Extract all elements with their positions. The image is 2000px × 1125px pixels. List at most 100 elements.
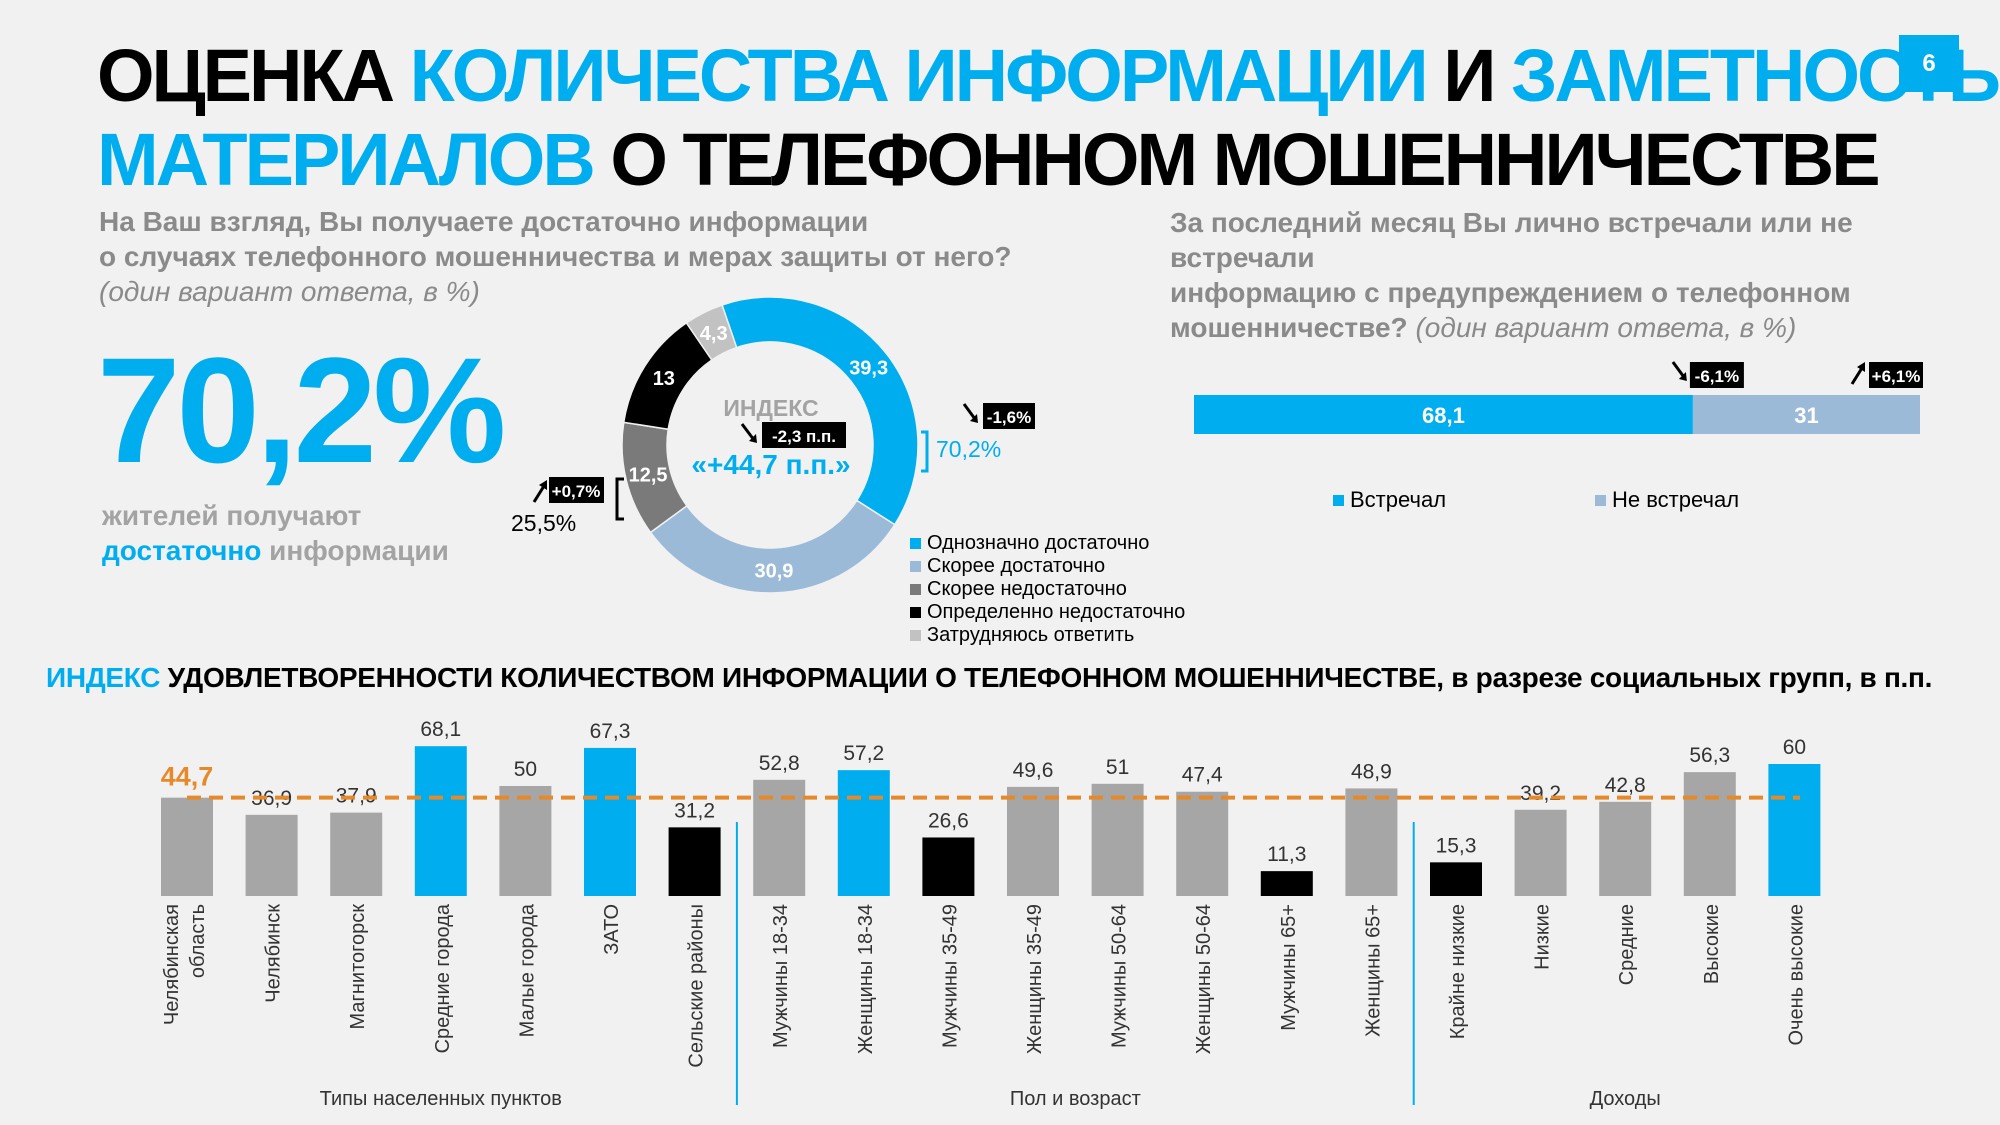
bar (1430, 862, 1482, 896)
title-part-6: О ТЕЛЕФОННОМ МОШЕННИЧЕСТВЕ (592, 118, 1880, 201)
bar-category-label: ЗАТО (601, 904, 623, 955)
donut-legend-item: Определенно недостаточно (910, 601, 1185, 624)
bar-value-label: 11,3 (1267, 843, 1306, 866)
stacked-segment-label: 68,1 (1422, 403, 1465, 428)
bar-value-label: 15,3 (1436, 834, 1477, 857)
bar (1599, 801, 1652, 896)
group-label: Пол и возраст (1010, 1088, 1141, 1110)
bar-value-label: 39,2 (1520, 782, 1561, 805)
bar-value-label: 37,9 (336, 785, 377, 808)
positive-bracket (921, 430, 929, 473)
stacked-segment (1194, 395, 1693, 434)
donut-slice-label: 30,9 (754, 560, 793, 582)
bar (837, 770, 890, 896)
up-arrow-icon (1850, 367, 1864, 385)
bar-category-label: Мужчины 35-49 (939, 904, 961, 1048)
bar (1091, 783, 1144, 896)
group-label: Типы населенных пунктов (320, 1088, 562, 1110)
title-part-2: КОЛИЧЕСТВА ИНФОРМАЦИИ (409, 34, 1429, 117)
stacked-change-label: +6,1% (1872, 367, 1921, 386)
donut-index-change-badge: -2,3 п.п. (740, 422, 846, 448)
legend-label: Затрудняюсь ответить (927, 624, 1135, 646)
up-arrow-icon (532, 485, 546, 503)
legend-swatch (1595, 494, 1606, 506)
legend-label: Определенно недостаточно (927, 601, 1186, 623)
right-question-line-3: мошенничестве? (один вариант ответа, в %… (1170, 312, 1797, 343)
donut-legend-item: Скорее достаточно (910, 555, 1105, 578)
bar (668, 827, 721, 896)
bar (1345, 788, 1398, 896)
bar (584, 747, 636, 896)
stacked-segment (1692, 395, 1920, 434)
negative-change-badge: +0,7% (532, 477, 604, 503)
donut-slice (721, 296, 919, 526)
bar-category-label: Мужчины 50-64 (1109, 904, 1131, 1048)
bar (1514, 809, 1567, 896)
kpi-caption-rest: информации (261, 535, 449, 566)
down-arrow-head-icon (1678, 372, 1687, 381)
bar-category-label: Женщины 35-49 (1024, 904, 1046, 1054)
bar-chart-title-rest: УДОВЛЕТВОРЕННОСТИ КОЛИЧЕСТВОМ ИНФОРМАЦИИ… (160, 662, 1933, 693)
bar (499, 786, 552, 896)
bar (1007, 786, 1059, 896)
kpi-value: 70,2% (97, 326, 506, 494)
legend-label: Скорее достаточно (927, 555, 1106, 577)
bar-category-label: Женщины 18-34 (855, 904, 877, 1054)
up-arrow-head-icon (539, 480, 547, 490)
bar-category-label: Высокие (1701, 904, 1723, 984)
donut-slice-label: 12,5 (629, 465, 668, 487)
positive-change-badge: -1,6% (962, 403, 1035, 429)
bar-value-label: 31,2 (674, 799, 715, 822)
bar (1176, 791, 1229, 896)
bar-category-label: Низкие (1532, 904, 1554, 970)
legend-swatch (910, 584, 921, 595)
bar-value-label: 50 (514, 758, 537, 781)
donut-legend-item: Затрудняюсь ответить (910, 624, 1134, 647)
legend-label: Встречал (1350, 487, 1447, 512)
bar-category-label: Средние (1616, 904, 1638, 985)
down-arrow-icon (740, 423, 756, 441)
donut-legend-item: Однозначно достаточно (910, 532, 1149, 555)
bar (1768, 764, 1821, 896)
stacked-legend-item: Не встречал (1595, 487, 1739, 513)
bar-value-label: 47,4 (1182, 764, 1223, 787)
stacked-segment-label: 31 (1794, 403, 1818, 428)
bar-chart-title-highlight: ИНДЕКС (46, 662, 161, 693)
bar-value-label: 26,6 (928, 809, 969, 832)
donut-slice-label: 39,3 (849, 357, 888, 379)
page-title-line-2: МАТЕРИАЛОВ О ТЕЛЕФОННОМ МОШЕННИЧЕСТВЕ (97, 118, 1998, 202)
down-arrow-head-icon (749, 434, 757, 443)
bar (161, 797, 213, 896)
bar-value-label: 56,3 (1689, 744, 1730, 767)
bar-category-label: Малые города (516, 903, 538, 1037)
bar-category-label: Челябинская (161, 904, 183, 1025)
title-part-1: ОЦЕНКА (97, 34, 410, 117)
donut-slice-label: 13 (653, 368, 675, 390)
donut-slice (685, 304, 738, 362)
bar-value-label: 67,3 (590, 720, 631, 743)
bar-value-label: 49,6 (1013, 759, 1054, 782)
donut-index-value: «+44,7 п.п.» (691, 449, 850, 480)
left-question-line-2: о случаях телефонного мошенничества и ме… (99, 241, 1012, 272)
bar-category-label: Крайне низкие (1447, 904, 1469, 1039)
bar-category-label: область (187, 904, 209, 978)
page-number-badge: 6 (1899, 35, 1959, 92)
bar-value-label: 60 (1783, 736, 1806, 759)
stacked-legend-item: Встречал (1333, 487, 1446, 513)
bar-value-label: 52,8 (759, 752, 800, 775)
down-arrow-icon (962, 403, 977, 420)
down-arrow-head-icon (970, 414, 978, 423)
donut-index-label: ИНДЕКС (723, 395, 818, 421)
donut-slice-label: 4,3 (700, 323, 728, 345)
right-question-line-1: За последний месяц Вы лично встречали ил… (1170, 207, 1853, 273)
up-arrow-head-icon (1857, 362, 1865, 372)
legend-label: Скорее недостаточно (927, 578, 1127, 600)
legend-swatch (910, 538, 921, 549)
bar-category-label: Мужчины 65+ (1278, 904, 1300, 1031)
title-part-3: И (1425, 34, 1512, 117)
bar-category-label: Сельские районы (686, 904, 708, 1068)
bar-category-label: Очень высокие (1785, 904, 1807, 1046)
